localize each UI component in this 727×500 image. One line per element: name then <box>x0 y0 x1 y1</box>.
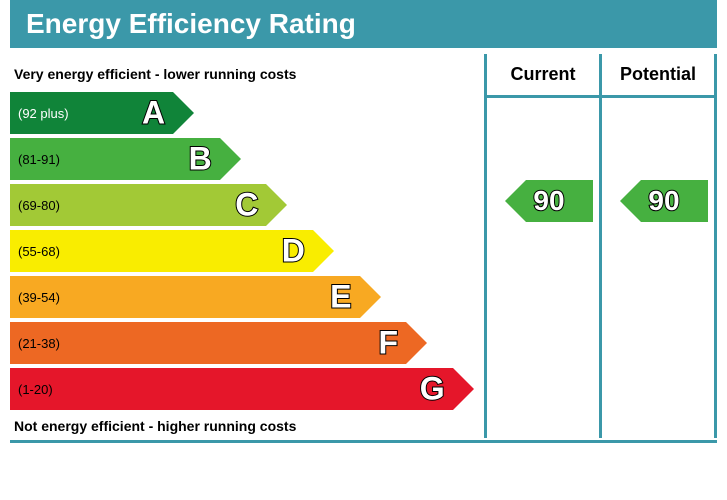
bands-list: (92 plus) A (81-91) B (69-80) C (55-68) D (39-54… <box>10 92 476 410</box>
band-c: (69-80) C <box>10 184 266 226</box>
value-columns: Current 90 Potential 90 <box>484 54 717 438</box>
band-letter: D <box>282 233 305 270</box>
band-b: (81-91) B <box>10 138 220 180</box>
band-range: (55-68) <box>18 244 60 259</box>
current-pointer-value: 90 <box>533 185 564 217</box>
potential-header: Potential <box>602 54 714 98</box>
band-letter: C <box>235 187 258 224</box>
top-efficiency-label: Very energy efficient - lower running co… <box>14 66 476 82</box>
chart-title: Energy Efficiency Rating <box>10 0 717 48</box>
band-f: (21-38) F <box>10 322 406 364</box>
band-e: (39-54) E <box>10 276 360 318</box>
current-pointer: 90 <box>505 180 593 222</box>
bottom-efficiency-label: Not energy efficient - higher running co… <box>14 418 476 434</box>
band-range: (1-20) <box>18 382 53 397</box>
band-range: (39-54) <box>18 290 60 305</box>
potential-column: Potential 90 <box>602 54 717 438</box>
band-letter: A <box>142 95 165 132</box>
current-column: Current 90 <box>487 54 602 438</box>
potential-pointer-value: 90 <box>648 185 679 217</box>
band-range: (92 plus) <box>18 106 69 121</box>
band-letter: G <box>420 371 445 408</box>
band-d: (55-68) D <box>10 230 313 272</box>
band-a: (92 plus) A <box>10 92 173 134</box>
band-letter: E <box>330 279 351 316</box>
band-letter: F <box>379 325 399 362</box>
current-header: Current <box>487 54 599 98</box>
bottom-rule <box>10 440 717 443</box>
bands-panel: Very energy efficient - lower running co… <box>10 54 484 438</box>
band-range: (69-80) <box>18 198 60 213</box>
potential-pointer: 90 <box>620 180 708 222</box>
band-range: (81-91) <box>18 152 60 167</box>
band-g: (1-20) G <box>10 368 453 410</box>
energy-rating-chart: Energy Efficiency Rating Very energy eff… <box>0 0 727 500</box>
band-range: (21-38) <box>18 336 60 351</box>
chart-body: Very energy efficient - lower running co… <box>10 54 717 438</box>
band-letter: B <box>189 141 212 178</box>
